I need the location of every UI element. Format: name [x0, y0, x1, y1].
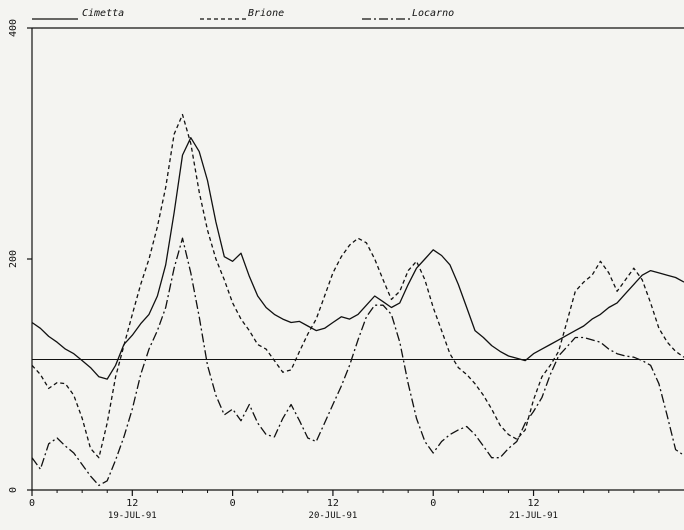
x-tick-label: 0 — [29, 498, 35, 509]
series-line-locarno — [31, 237, 684, 487]
x-date-label: 20-JUL-91 — [309, 511, 358, 521]
legend-label-locarno: Locarno — [412, 8, 454, 19]
x-tick-label: 12 — [126, 498, 138, 509]
x-tick-label: 0 — [230, 498, 236, 509]
ticks: 0 12 19-JUL-91 0 12 20-JUL-91 0 12 21-JUL-91 0 200… — [8, 19, 660, 521]
series-line-cimetta — [31, 137, 684, 380]
x-tick-label: 12 — [327, 498, 339, 509]
x-tick-label: 12 — [528, 498, 540, 509]
legend-item-brione: Brione — [200, 8, 284, 20]
x-date-label: 21-JUL-91 — [509, 511, 558, 521]
legend-item-locarno: Locarno — [362, 8, 454, 20]
x-date-label: 19-JUL-91 — [108, 511, 157, 521]
legend-label-brione: Brione — [248, 8, 284, 19]
series — [31, 113, 684, 487]
legend-label-cimetta: Cimetta — [82, 8, 124, 19]
y-tick-label: 200 — [8, 250, 19, 268]
legend-item-cimetta: Cimetta — [32, 8, 124, 20]
series-line-brione — [31, 113, 684, 459]
legend: Cimetta Brione Locarno — [32, 8, 454, 20]
y-tick-label: 0 — [8, 487, 19, 493]
y-tick-label: 400 — [8, 19, 19, 37]
x-tick-label: 0 — [430, 498, 436, 509]
